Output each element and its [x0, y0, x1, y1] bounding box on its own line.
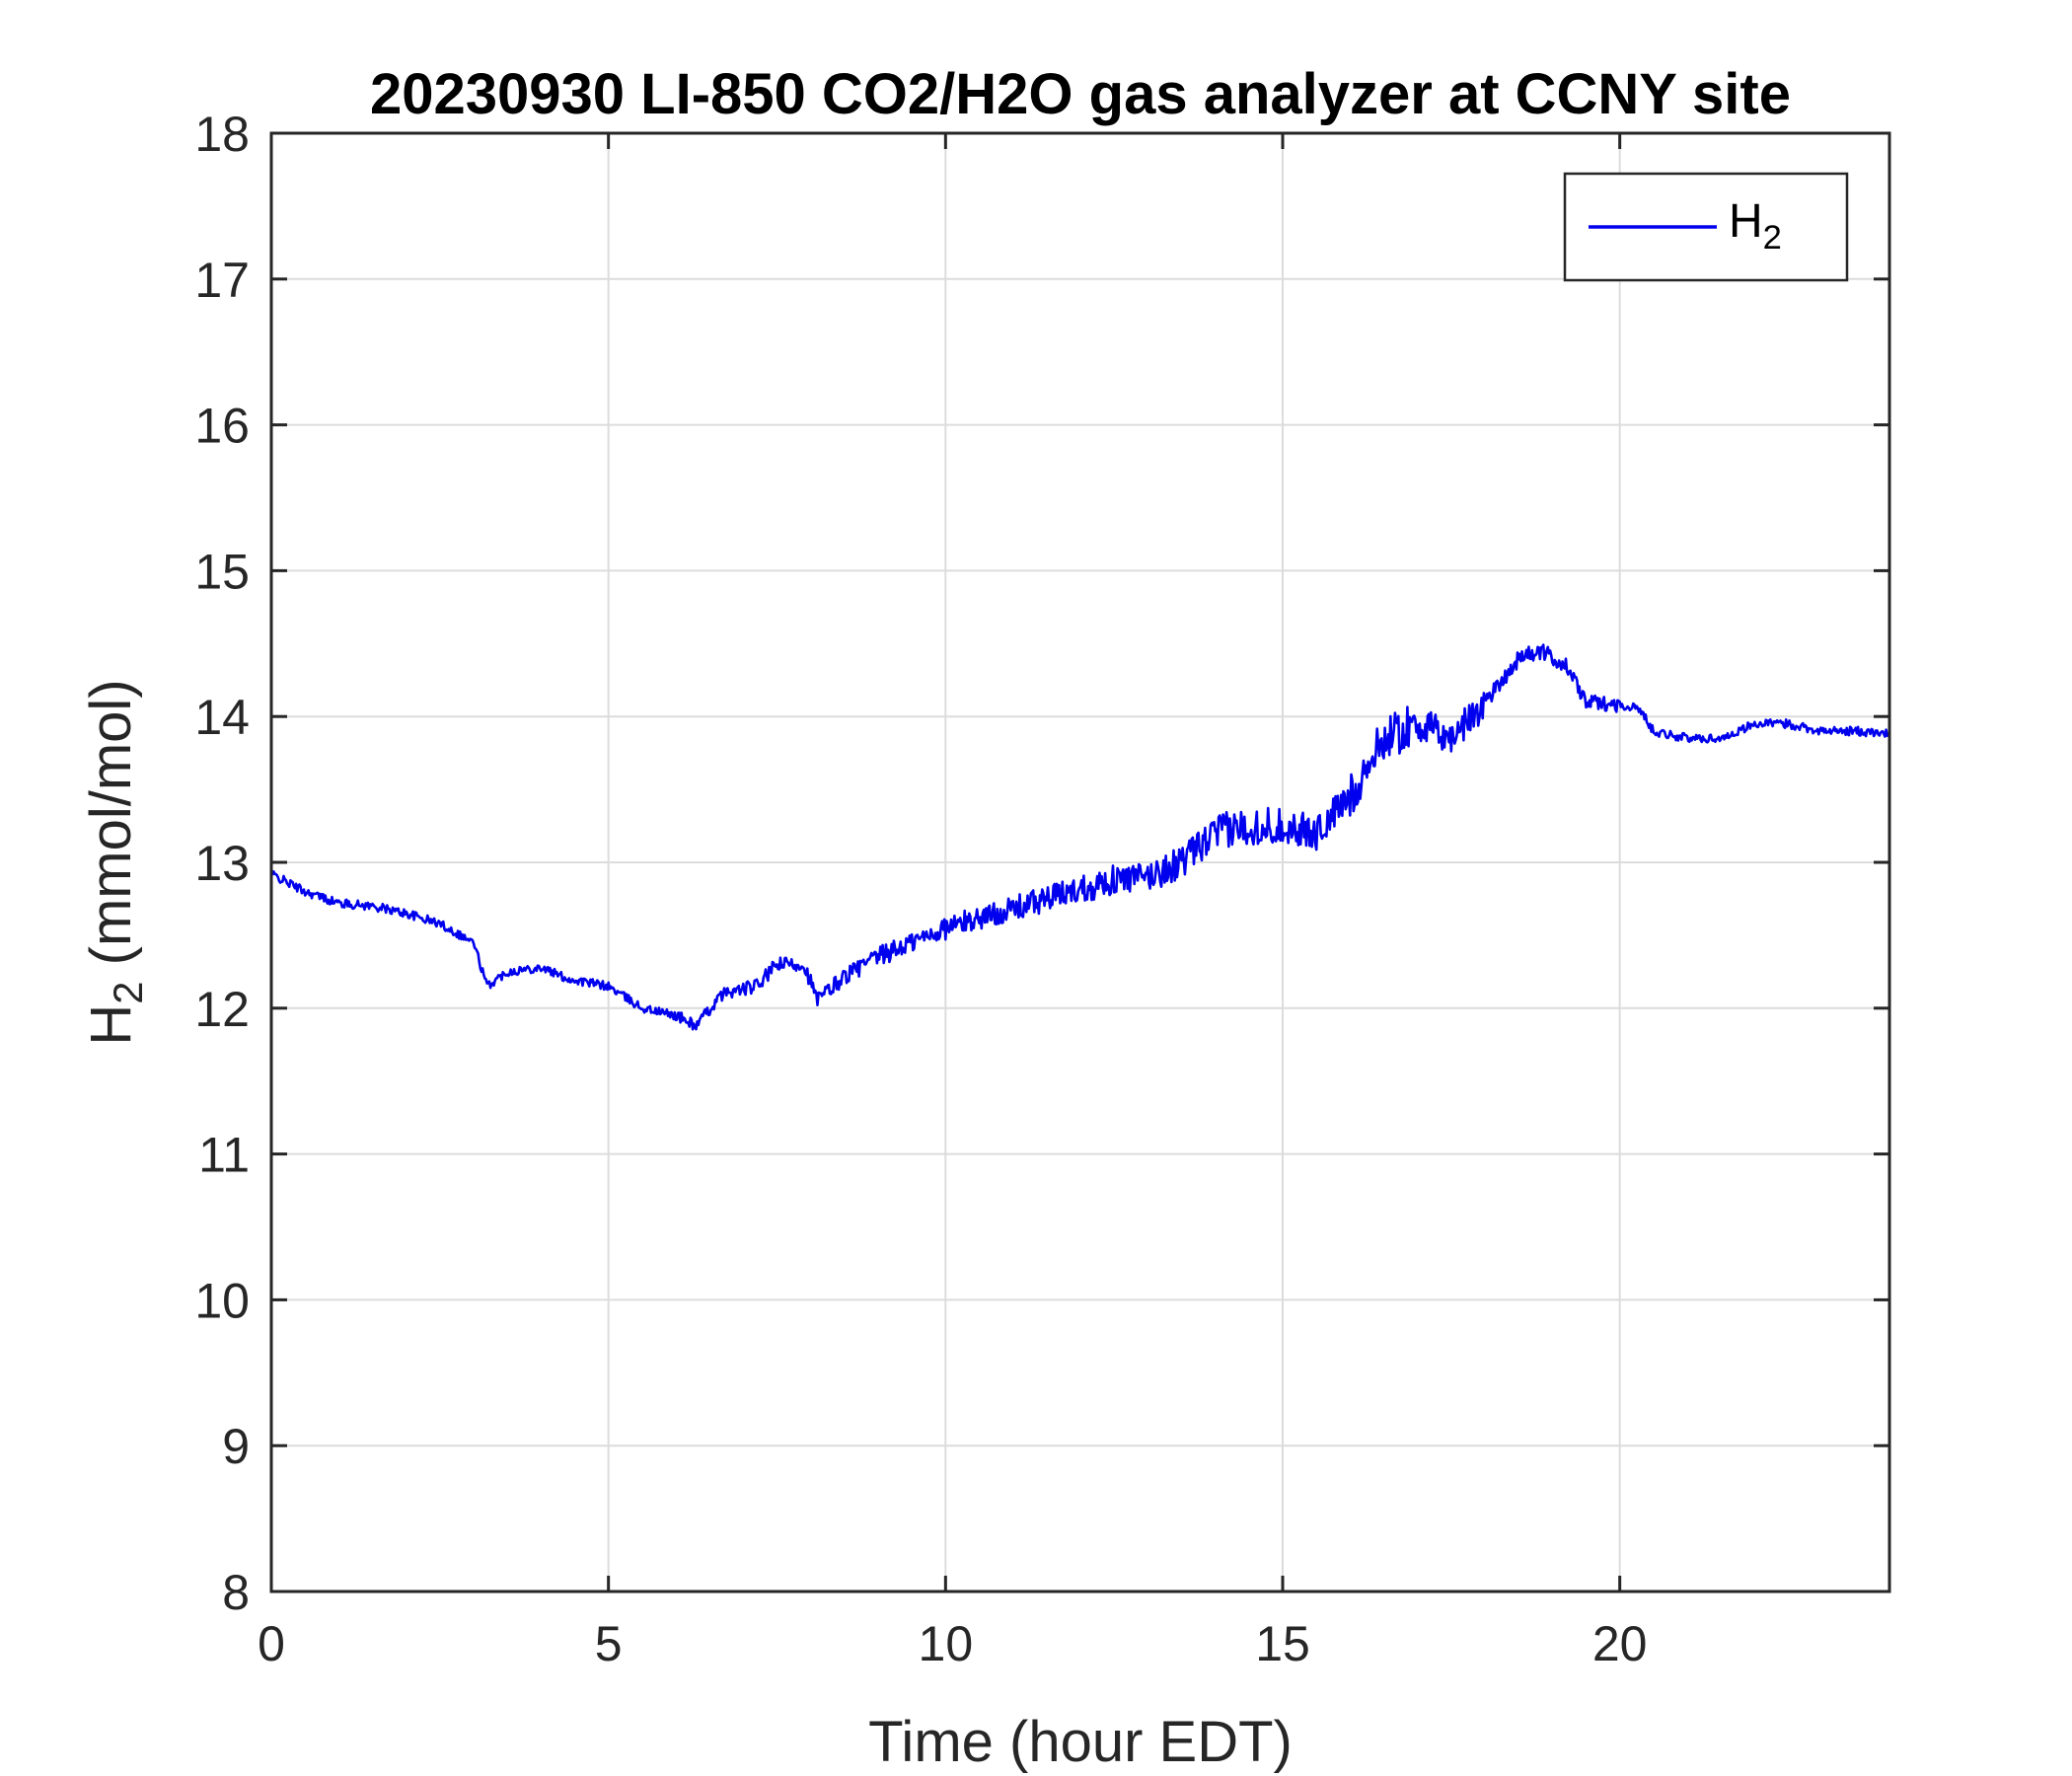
- y-tick-label: 12: [194, 982, 250, 1037]
- y-tick-label: 10: [194, 1273, 250, 1328]
- legend-label-h2o: H2: [1729, 195, 1782, 257]
- legend: H2: [1563, 172, 1849, 282]
- grid-lines: [271, 133, 1889, 1591]
- y-tick-label: 15: [194, 544, 250, 599]
- y-axis-label: H2 (mmol/mol): [79, 679, 151, 1045]
- y-tick-label: 14: [194, 690, 250, 745]
- y-tick-label: 8: [222, 1565, 250, 1620]
- y-tick-label: 11: [198, 1128, 250, 1183]
- axis-ticks: 0 5 10 15 20 8 9 10 11 12 13 14 15 16 17 18: [194, 107, 1889, 1671]
- y-tick-label: 9: [222, 1419, 250, 1474]
- y-tick-label: 16: [194, 399, 250, 454]
- series-layer: [270, 643, 1890, 1031]
- y-tick-label: 17: [194, 253, 250, 308]
- series-line-h2o: [270, 643, 1890, 1031]
- x-axis-label: Time (hour EDT): [868, 1710, 1293, 1774]
- x-tick-label: 10: [919, 1616, 974, 1671]
- chart-title: 20230930 LI-850 CO2/H2O gas analyzer at …: [370, 62, 1791, 126]
- x-tick-label: 5: [595, 1616, 623, 1671]
- x-tick-label: 20: [1592, 1616, 1648, 1671]
- y-tick-label: 13: [194, 836, 250, 891]
- x-tick-label: 0: [258, 1616, 285, 1671]
- y-tick-label: 18: [194, 107, 250, 162]
- x-tick-label: 15: [1255, 1616, 1310, 1671]
